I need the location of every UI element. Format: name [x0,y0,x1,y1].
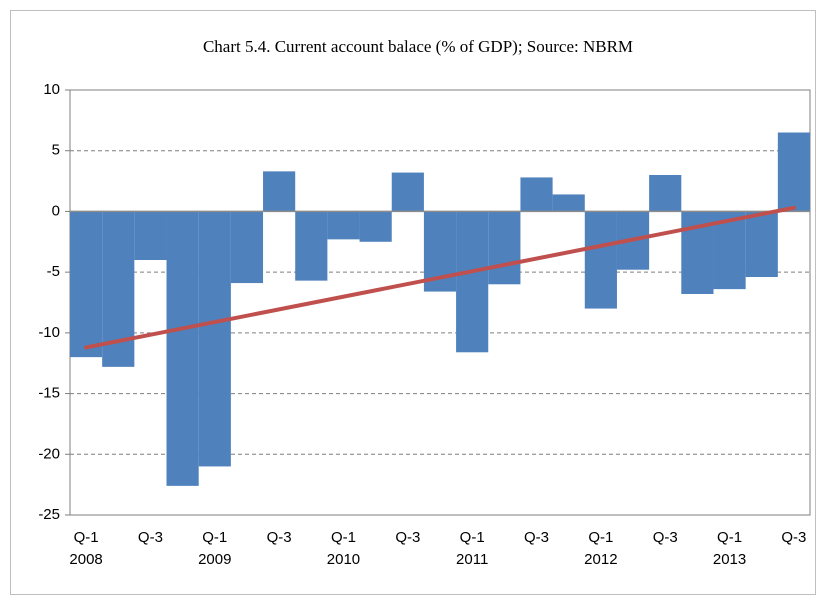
x-tick-label: Q-3 [395,529,420,546]
y-tick-label: -5 [47,263,60,280]
chart-frame [10,10,816,595]
bar [520,177,553,212]
x-tick-label: Q-3 [781,529,806,546]
x-tick-label: Q-1 [717,529,742,546]
bar [327,211,360,240]
y-tick-label: -15 [38,385,60,402]
bar [70,211,103,358]
bar [359,211,392,242]
x-tick-label: Q-1 [588,529,613,546]
y-tick-label: -10 [38,324,60,341]
x-tick-label: Q-3 [653,529,678,546]
bar [745,211,778,277]
x-tick-label: Q-3 [267,529,292,546]
y-tick-label: -25 [38,506,60,523]
x-year-label: 2012 [584,551,617,568]
x-tick-label: Q-1 [202,529,227,546]
x-year-label: 2011 [456,551,488,568]
y-tick-label: 5 [52,142,60,159]
bar [777,132,810,212]
x-year-label: 2008 [69,551,102,568]
x-tick-label: Q-3 [138,529,163,546]
bar [649,175,682,212]
bar [456,211,489,353]
x-year-label: 2013 [713,551,746,568]
bar [134,211,167,260]
x-year-label: 2009 [198,551,231,568]
y-tick-label: 10 [43,81,60,98]
x-tick-label: Q-1 [460,529,485,546]
x-tick-label: Q-1 [74,529,99,546]
bar [166,211,199,486]
y-tick-label: -20 [38,445,60,462]
bar [263,171,296,212]
bar [391,172,424,212]
y-tick-label: 0 [52,202,60,219]
x-year-label: 2010 [327,551,360,568]
bar [488,211,521,285]
bar [552,194,585,212]
chart-title: Chart 5.4. Current account balace (% of … [203,37,633,56]
bar [198,211,231,467]
bar [295,211,328,281]
trendline [84,205,796,350]
bar [230,211,264,284]
x-tick-label: Q-1 [331,529,356,546]
x-tick-label: Q-3 [524,529,549,546]
bar [584,211,617,309]
